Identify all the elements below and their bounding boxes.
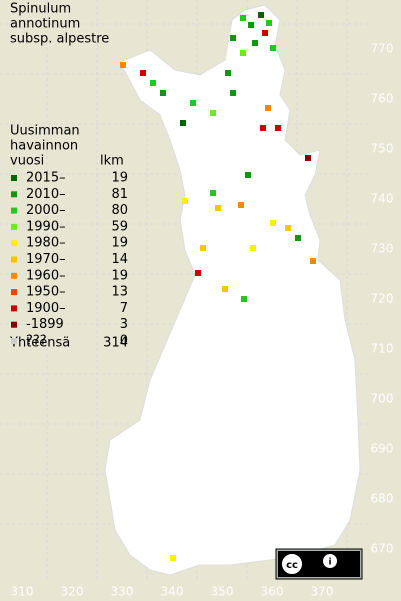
legend-heading: Uusimman: [10, 124, 80, 139]
y-coordinate-label: 730: [371, 242, 394, 256]
legend-count: 80: [111, 203, 128, 218]
x-coordinate-label: 320: [61, 585, 84, 599]
legend-swatch: [11, 256, 17, 263]
y-coordinate-label: 670: [371, 542, 394, 556]
total: 314: [103, 336, 128, 351]
legend-count: 59: [111, 219, 128, 234]
y-coordinate-label: 700: [371, 392, 394, 406]
y-coordinate-label: 720: [371, 292, 394, 306]
legend-swatch: [11, 305, 17, 312]
legend-label: 2010–: [26, 187, 66, 202]
y-coordinate-label: 680: [371, 492, 394, 506]
y-coordinate-label: 770: [371, 42, 394, 56]
legend-swatch: [11, 289, 17, 296]
y-coordinate-label: 740: [371, 192, 394, 206]
legend-swatch: [11, 338, 17, 344]
svg-text:cc: cc: [286, 560, 298, 571]
occurrence-squares: [120, 12, 316, 561]
legend-count: 0: [120, 334, 128, 349]
legend-label: ???: [26, 334, 47, 349]
legend-label: 1970–: [26, 252, 66, 267]
legend-label: 1950–: [26, 285, 66, 300]
legend-count: 3: [120, 317, 128, 332]
legend-count: 7: [120, 301, 128, 316]
x-coordinate-label: 330: [111, 585, 134, 599]
legend-count: 19: [111, 171, 128, 186]
legend-swatch: [11, 175, 17, 181]
legend-swatch: [11, 240, 17, 247]
legend-count: 81: [111, 187, 128, 202]
x-coordinate-label: 370: [311, 585, 334, 599]
y-coordinate-label: 690: [371, 442, 394, 456]
x-coordinate-label: 310: [11, 585, 34, 599]
legend-label: 1980–: [26, 236, 66, 251]
legend-year-header: vuosi: [10, 154, 44, 169]
legend-swatch: [11, 321, 17, 328]
legend-label: -1899: [26, 317, 64, 332]
legend-swatch: [11, 223, 17, 230]
legend-swatch: [11, 191, 17, 198]
x-coordinate-label: 350: [211, 585, 234, 599]
title-line: annotinum: [10, 17, 80, 32]
total-label: Yhteensä: [9, 336, 70, 351]
x-coordinate-label: 340: [161, 585, 184, 599]
legend-count: 13: [111, 285, 128, 300]
svg-text:i: i: [328, 558, 331, 568]
legend-swatch: [11, 272, 17, 279]
finland: [104, 4, 361, 576]
cc-badge: cc i: [275, 548, 363, 580]
legend-count: 19: [111, 268, 128, 283]
legend-label: 1990–: [26, 219, 66, 234]
x-coordinate-label: 360: [261, 585, 284, 599]
legend-label: 2015–: [26, 171, 66, 186]
legend-label: 1960–: [26, 268, 66, 283]
title-line: subsp. alpestre: [10, 32, 109, 47]
title-line: Spinulum: [10, 2, 71, 17]
legend-label: 2000–: [26, 203, 66, 218]
legend-count: 19: [111, 236, 128, 251]
y-coordinate-label: 750: [371, 142, 394, 156]
legend-count-header: lkm: [100, 154, 124, 169]
legend-label: 1900–: [26, 301, 66, 316]
y-coordinate-label: 710: [371, 342, 394, 356]
y-coordinate-label: 760: [371, 92, 394, 106]
legend-swatch: [11, 207, 17, 214]
legend-count: 14: [111, 252, 128, 267]
texts: Spinulum annotinum subsp. alpestre Uusim…: [9, 2, 393, 599]
legend-heading: havainnon: [10, 139, 78, 154]
